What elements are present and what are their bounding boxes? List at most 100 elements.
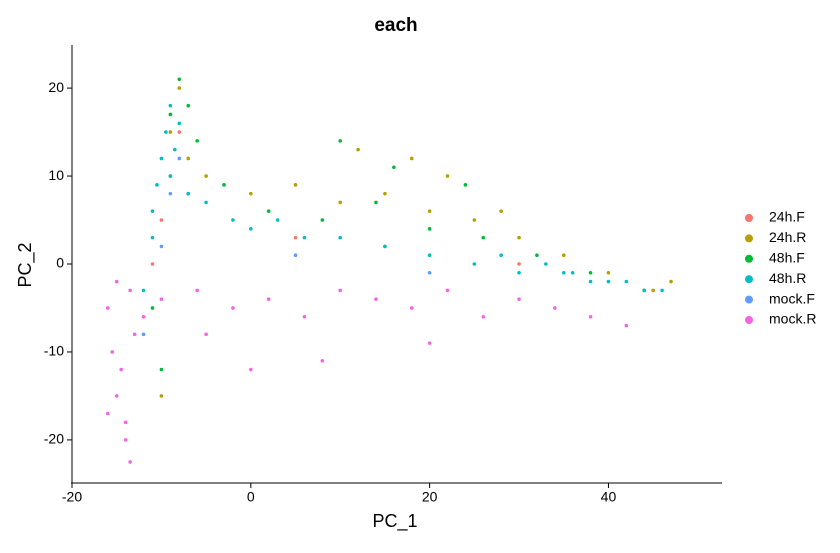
point xyxy=(168,112,173,117)
point xyxy=(427,270,432,275)
chart-title: each xyxy=(374,15,417,36)
point xyxy=(177,130,182,134)
point xyxy=(105,411,110,416)
point xyxy=(588,270,593,275)
point xyxy=(173,147,177,152)
point xyxy=(168,191,173,196)
x-axis-label: PC_1 xyxy=(372,511,417,532)
point xyxy=(642,288,647,293)
point xyxy=(544,262,548,266)
y-tick-label: -10 xyxy=(44,343,64,359)
legend-label: mock.F xyxy=(769,290,815,306)
point xyxy=(374,297,378,301)
legend-label: 48h.F xyxy=(769,250,805,266)
point xyxy=(150,235,155,240)
point xyxy=(128,288,132,293)
point xyxy=(177,86,182,90)
point xyxy=(141,288,146,293)
point xyxy=(195,139,199,143)
point xyxy=(159,367,164,372)
point xyxy=(186,103,191,108)
legend-key xyxy=(745,316,753,324)
point xyxy=(374,200,378,205)
point xyxy=(159,297,164,301)
point xyxy=(266,209,271,214)
point xyxy=(481,314,486,319)
point xyxy=(155,183,159,187)
legend-label: mock.R xyxy=(769,311,816,327)
x-tick-label: 20 xyxy=(422,489,438,505)
point xyxy=(266,297,271,301)
point xyxy=(606,270,611,275)
point xyxy=(356,147,360,152)
point xyxy=(517,235,521,240)
point xyxy=(472,262,477,266)
point xyxy=(249,191,253,196)
point xyxy=(186,156,191,161)
point xyxy=(186,191,191,196)
point xyxy=(561,253,566,258)
point xyxy=(302,235,307,240)
point xyxy=(123,438,128,442)
point xyxy=(159,218,164,222)
point xyxy=(168,174,173,178)
point xyxy=(588,279,593,284)
x-tick-label: 40 xyxy=(601,489,617,505)
point xyxy=(159,394,164,398)
point xyxy=(222,183,226,187)
point xyxy=(660,288,664,293)
point xyxy=(338,139,343,143)
point xyxy=(168,103,173,108)
point xyxy=(669,279,673,284)
y-tick-label: -20 xyxy=(44,431,64,447)
point xyxy=(177,121,182,126)
legend-key xyxy=(745,254,753,263)
point xyxy=(409,306,414,310)
point xyxy=(445,288,450,293)
point xyxy=(499,209,503,214)
point xyxy=(293,183,298,187)
point xyxy=(570,270,575,275)
legend-key xyxy=(745,275,753,284)
point xyxy=(128,460,132,464)
point xyxy=(606,279,611,284)
point xyxy=(302,314,307,319)
point xyxy=(150,306,155,310)
point xyxy=(150,262,155,266)
point xyxy=(517,297,521,301)
point xyxy=(204,200,208,205)
point xyxy=(624,323,629,328)
point xyxy=(141,314,146,319)
point xyxy=(338,200,343,205)
point xyxy=(338,288,343,293)
point xyxy=(338,235,343,240)
point xyxy=(427,227,432,231)
point xyxy=(463,183,468,187)
point xyxy=(159,156,164,161)
legend-label: 48h.R xyxy=(769,270,806,286)
point xyxy=(275,218,280,222)
point xyxy=(293,235,298,240)
point xyxy=(481,235,486,240)
point xyxy=(204,332,208,337)
legend-label: 24h.R xyxy=(769,229,806,245)
point xyxy=(553,306,557,310)
point xyxy=(105,306,110,310)
point xyxy=(177,77,182,82)
point xyxy=(535,253,539,258)
point xyxy=(472,218,477,222)
point xyxy=(427,341,432,345)
point xyxy=(164,130,168,134)
point xyxy=(119,367,123,372)
point xyxy=(249,227,253,231)
point xyxy=(231,306,235,310)
point xyxy=(427,209,432,214)
point xyxy=(114,394,119,398)
x-tick-label: 0 xyxy=(247,489,255,505)
y-tick-label: 10 xyxy=(48,167,64,183)
point xyxy=(150,209,155,214)
point xyxy=(383,244,387,249)
point xyxy=(409,156,414,161)
point xyxy=(651,288,655,293)
